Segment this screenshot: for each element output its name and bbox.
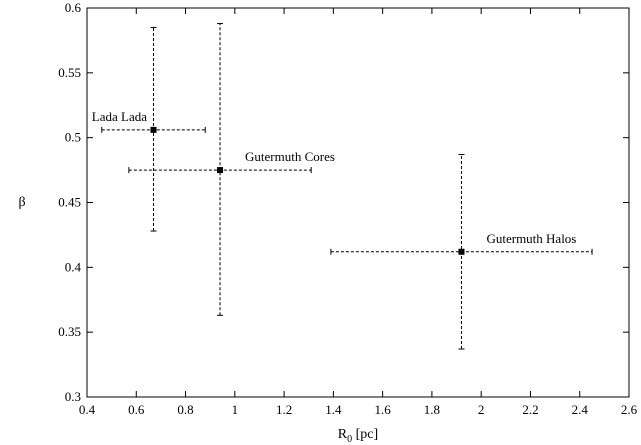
point-label: Gutermuth Halos (486, 231, 576, 246)
x-tick-label: 1.6 (375, 402, 392, 417)
x-tick-label: 1.2 (276, 402, 292, 417)
x-tick-label: 0.6 (128, 402, 145, 417)
y-tick-label: 0.3 (65, 389, 81, 404)
data-point (217, 167, 224, 174)
plot-frame (86, 7, 630, 398)
x-tick-label: 1.4 (325, 402, 342, 417)
point-label: Gutermuth Cores (245, 149, 335, 164)
tick-labels: 0.4 0.6 0.8 1 1.2 1.4 1.6 1.8 2 2.2 2.4 2.6 0.3 0.35 0… (58, 0, 637, 417)
y-tick-label: 0.4 (65, 259, 82, 274)
x-tick-label: 2.4 (572, 402, 589, 417)
axis-ticks (86, 7, 630, 398)
y-tick-label: 0.6 (65, 0, 82, 15)
x-tick-label: 0.4 (79, 402, 96, 417)
x-tick-label: 1.8 (424, 402, 440, 417)
x-axis-label: R0 [pc] (338, 427, 378, 445)
point-labels: Lada Lada Gutermuth Cores Gutermuth Halos (92, 109, 577, 246)
data-point (458, 248, 465, 255)
x-tick-label: 2.6 (621, 402, 638, 417)
y-tick-label: 0.5 (65, 130, 81, 145)
x-tick-label: 1 (232, 402, 239, 417)
x-tick-label: 0.8 (177, 402, 193, 417)
x-tick-label: 2 (478, 402, 485, 417)
y-tick-label: 0.45 (58, 195, 81, 210)
point-label: Lada Lada (92, 109, 147, 124)
x-tick-label: 2.2 (522, 402, 538, 417)
y-axis-label: β (18, 195, 25, 210)
data-point (150, 126, 157, 133)
y-tick-label: 0.35 (58, 324, 81, 339)
error-bars (101, 23, 593, 350)
data-points (150, 126, 465, 255)
y-tick-label: 0.55 (58, 65, 81, 80)
